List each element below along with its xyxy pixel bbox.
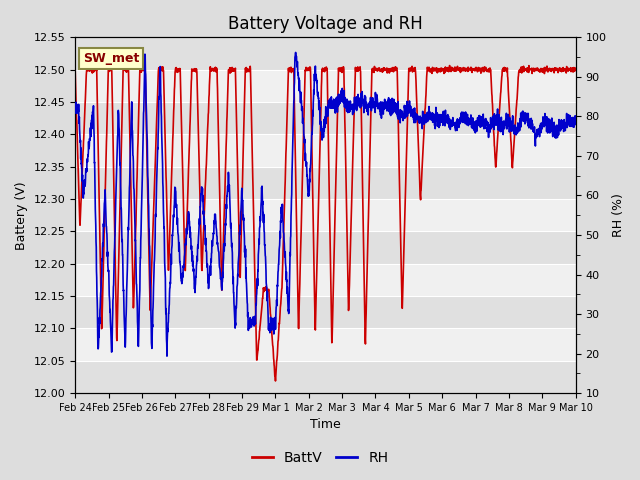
Bar [75, 134, 576, 167]
Bar [75, 199, 576, 231]
Bar [75, 167, 576, 199]
Bar [75, 328, 576, 361]
Legend: BattV, RH: BattV, RH [246, 445, 394, 471]
Bar [75, 264, 576, 296]
Bar [75, 296, 576, 328]
Text: SW_met: SW_met [83, 52, 139, 65]
Y-axis label: Battery (V): Battery (V) [15, 181, 28, 250]
Title: Battery Voltage and RH: Battery Voltage and RH [228, 15, 423, 33]
Bar [75, 70, 576, 102]
Bar [75, 102, 576, 134]
Y-axis label: RH (%): RH (%) [612, 193, 625, 237]
Bar [75, 361, 576, 393]
Bar [75, 231, 576, 264]
X-axis label: Time: Time [310, 419, 341, 432]
Bar [75, 37, 576, 70]
